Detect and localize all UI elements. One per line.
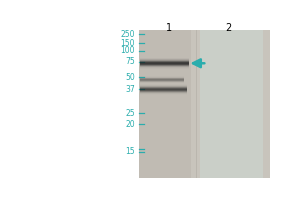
Bar (140, 88, 164, 89)
Bar (165, 64, 189, 65)
Bar (140, 87, 164, 88)
Bar (140, 93, 164, 94)
Text: 1: 1 (166, 23, 172, 33)
Text: 15: 15 (125, 147, 135, 156)
Text: 20: 20 (125, 120, 135, 129)
Bar (140, 65, 165, 66)
Bar (140, 67, 165, 68)
Bar (163, 82, 184, 83)
Bar (163, 76, 184, 77)
Bar (140, 61, 165, 62)
Bar (140, 62, 165, 63)
Bar (140, 86, 164, 87)
Bar (140, 60, 165, 61)
Bar (165, 62, 189, 63)
Bar (165, 58, 189, 59)
Bar (140, 85, 164, 86)
Bar (140, 89, 164, 90)
Bar (165, 65, 189, 66)
Text: 2: 2 (225, 23, 231, 33)
Bar (163, 80, 184, 81)
Bar (139, 30, 191, 178)
Bar (165, 61, 189, 62)
Bar (140, 82, 163, 83)
Bar (163, 79, 184, 80)
Bar (165, 63, 189, 64)
Text: 150: 150 (121, 39, 135, 48)
Bar (164, 86, 187, 87)
Bar (165, 60, 189, 61)
Bar (165, 59, 189, 60)
Bar (165, 66, 189, 67)
Bar (163, 78, 184, 79)
Bar (140, 63, 165, 64)
Bar (164, 93, 187, 94)
Bar (164, 88, 187, 89)
Bar (140, 64, 165, 65)
Bar (140, 90, 164, 91)
Bar (140, 58, 165, 59)
Bar (163, 81, 184, 82)
Bar (164, 91, 187, 92)
Bar (165, 68, 189, 69)
Bar (164, 85, 187, 86)
Text: 37: 37 (125, 85, 135, 94)
Bar (140, 84, 164, 85)
Bar (164, 89, 187, 90)
Bar (140, 59, 165, 60)
Text: 25: 25 (125, 109, 135, 118)
Text: 50: 50 (125, 73, 135, 82)
Bar (164, 84, 187, 85)
Text: 250: 250 (121, 30, 135, 39)
Bar (164, 90, 187, 91)
Bar (139, 30, 270, 178)
Bar (140, 68, 165, 69)
Text: 100: 100 (121, 46, 135, 55)
Bar (140, 66, 165, 67)
Bar (165, 67, 189, 68)
Bar (200, 30, 263, 178)
Bar (140, 77, 163, 78)
Bar (140, 78, 163, 79)
Bar (140, 79, 163, 80)
Bar (140, 76, 163, 77)
Bar (140, 92, 164, 93)
Bar (163, 77, 184, 78)
Bar (164, 94, 187, 95)
Bar (140, 80, 163, 81)
Bar (140, 81, 163, 82)
Text: 75: 75 (125, 57, 135, 66)
Bar (140, 94, 164, 95)
Bar (164, 87, 187, 88)
Bar (164, 92, 187, 93)
Bar (140, 91, 164, 92)
